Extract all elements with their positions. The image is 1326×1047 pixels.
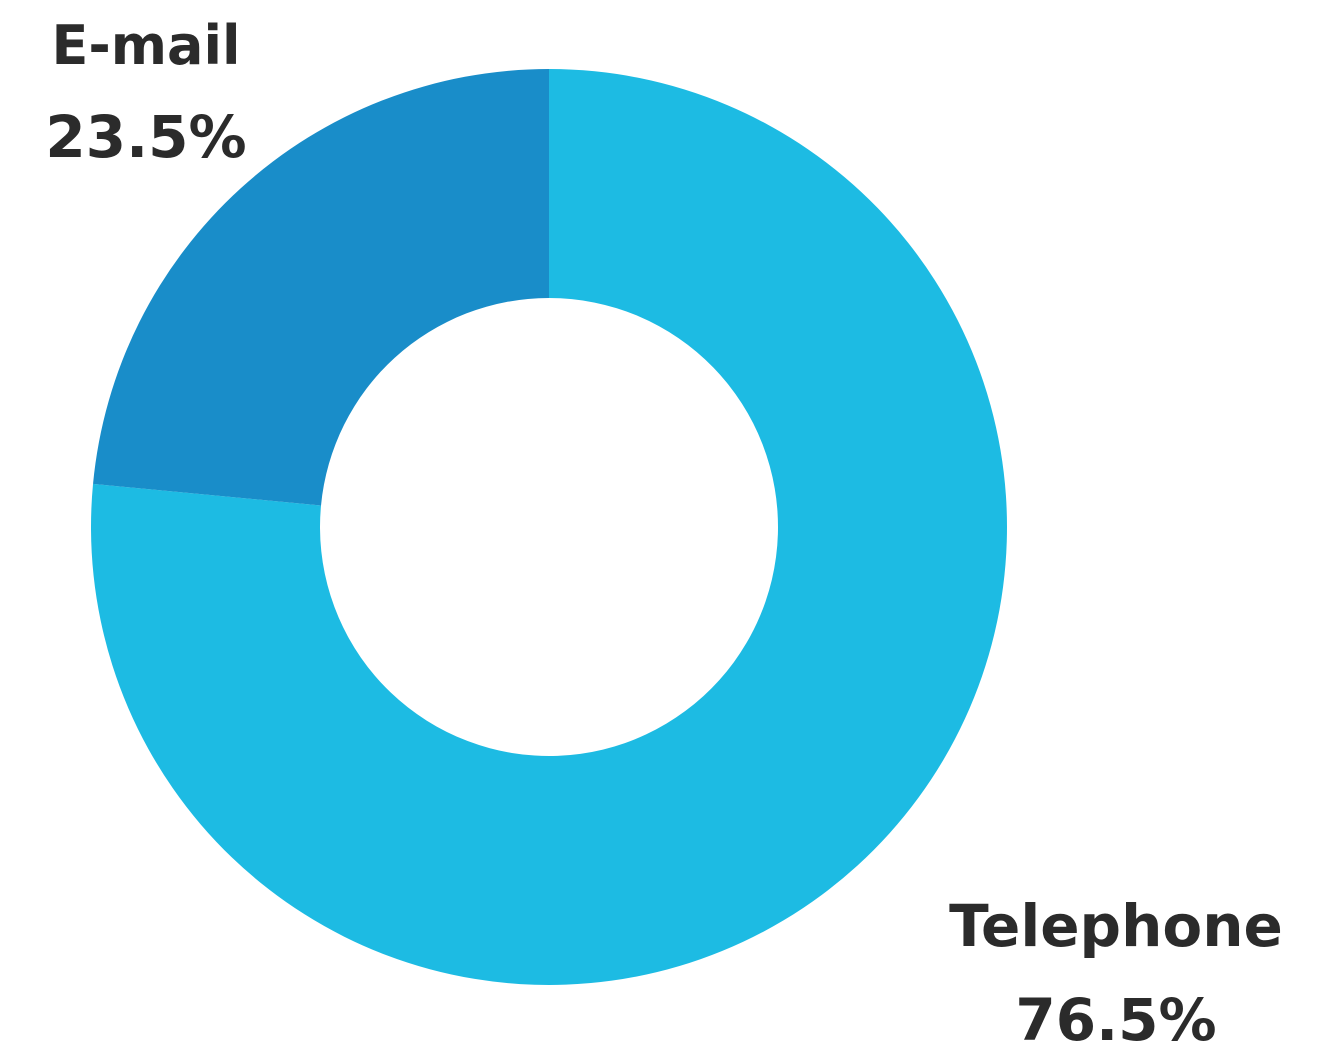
telephone-label: Telephone [949, 892, 1283, 960]
slice-label-email: E-mail 23.5% [45, 14, 246, 171]
telephone-value-label: 76.5% [1015, 986, 1216, 1047]
slice-telephone [91, 69, 1007, 985]
slice-e-mail [93, 69, 549, 506]
email-label: E-mail [51, 14, 240, 77]
donut-slices [91, 69, 1007, 985]
slice-label-telephone: Telephone 76.5% [949, 892, 1283, 1047]
email-value-label: 23.5% [45, 103, 246, 171]
